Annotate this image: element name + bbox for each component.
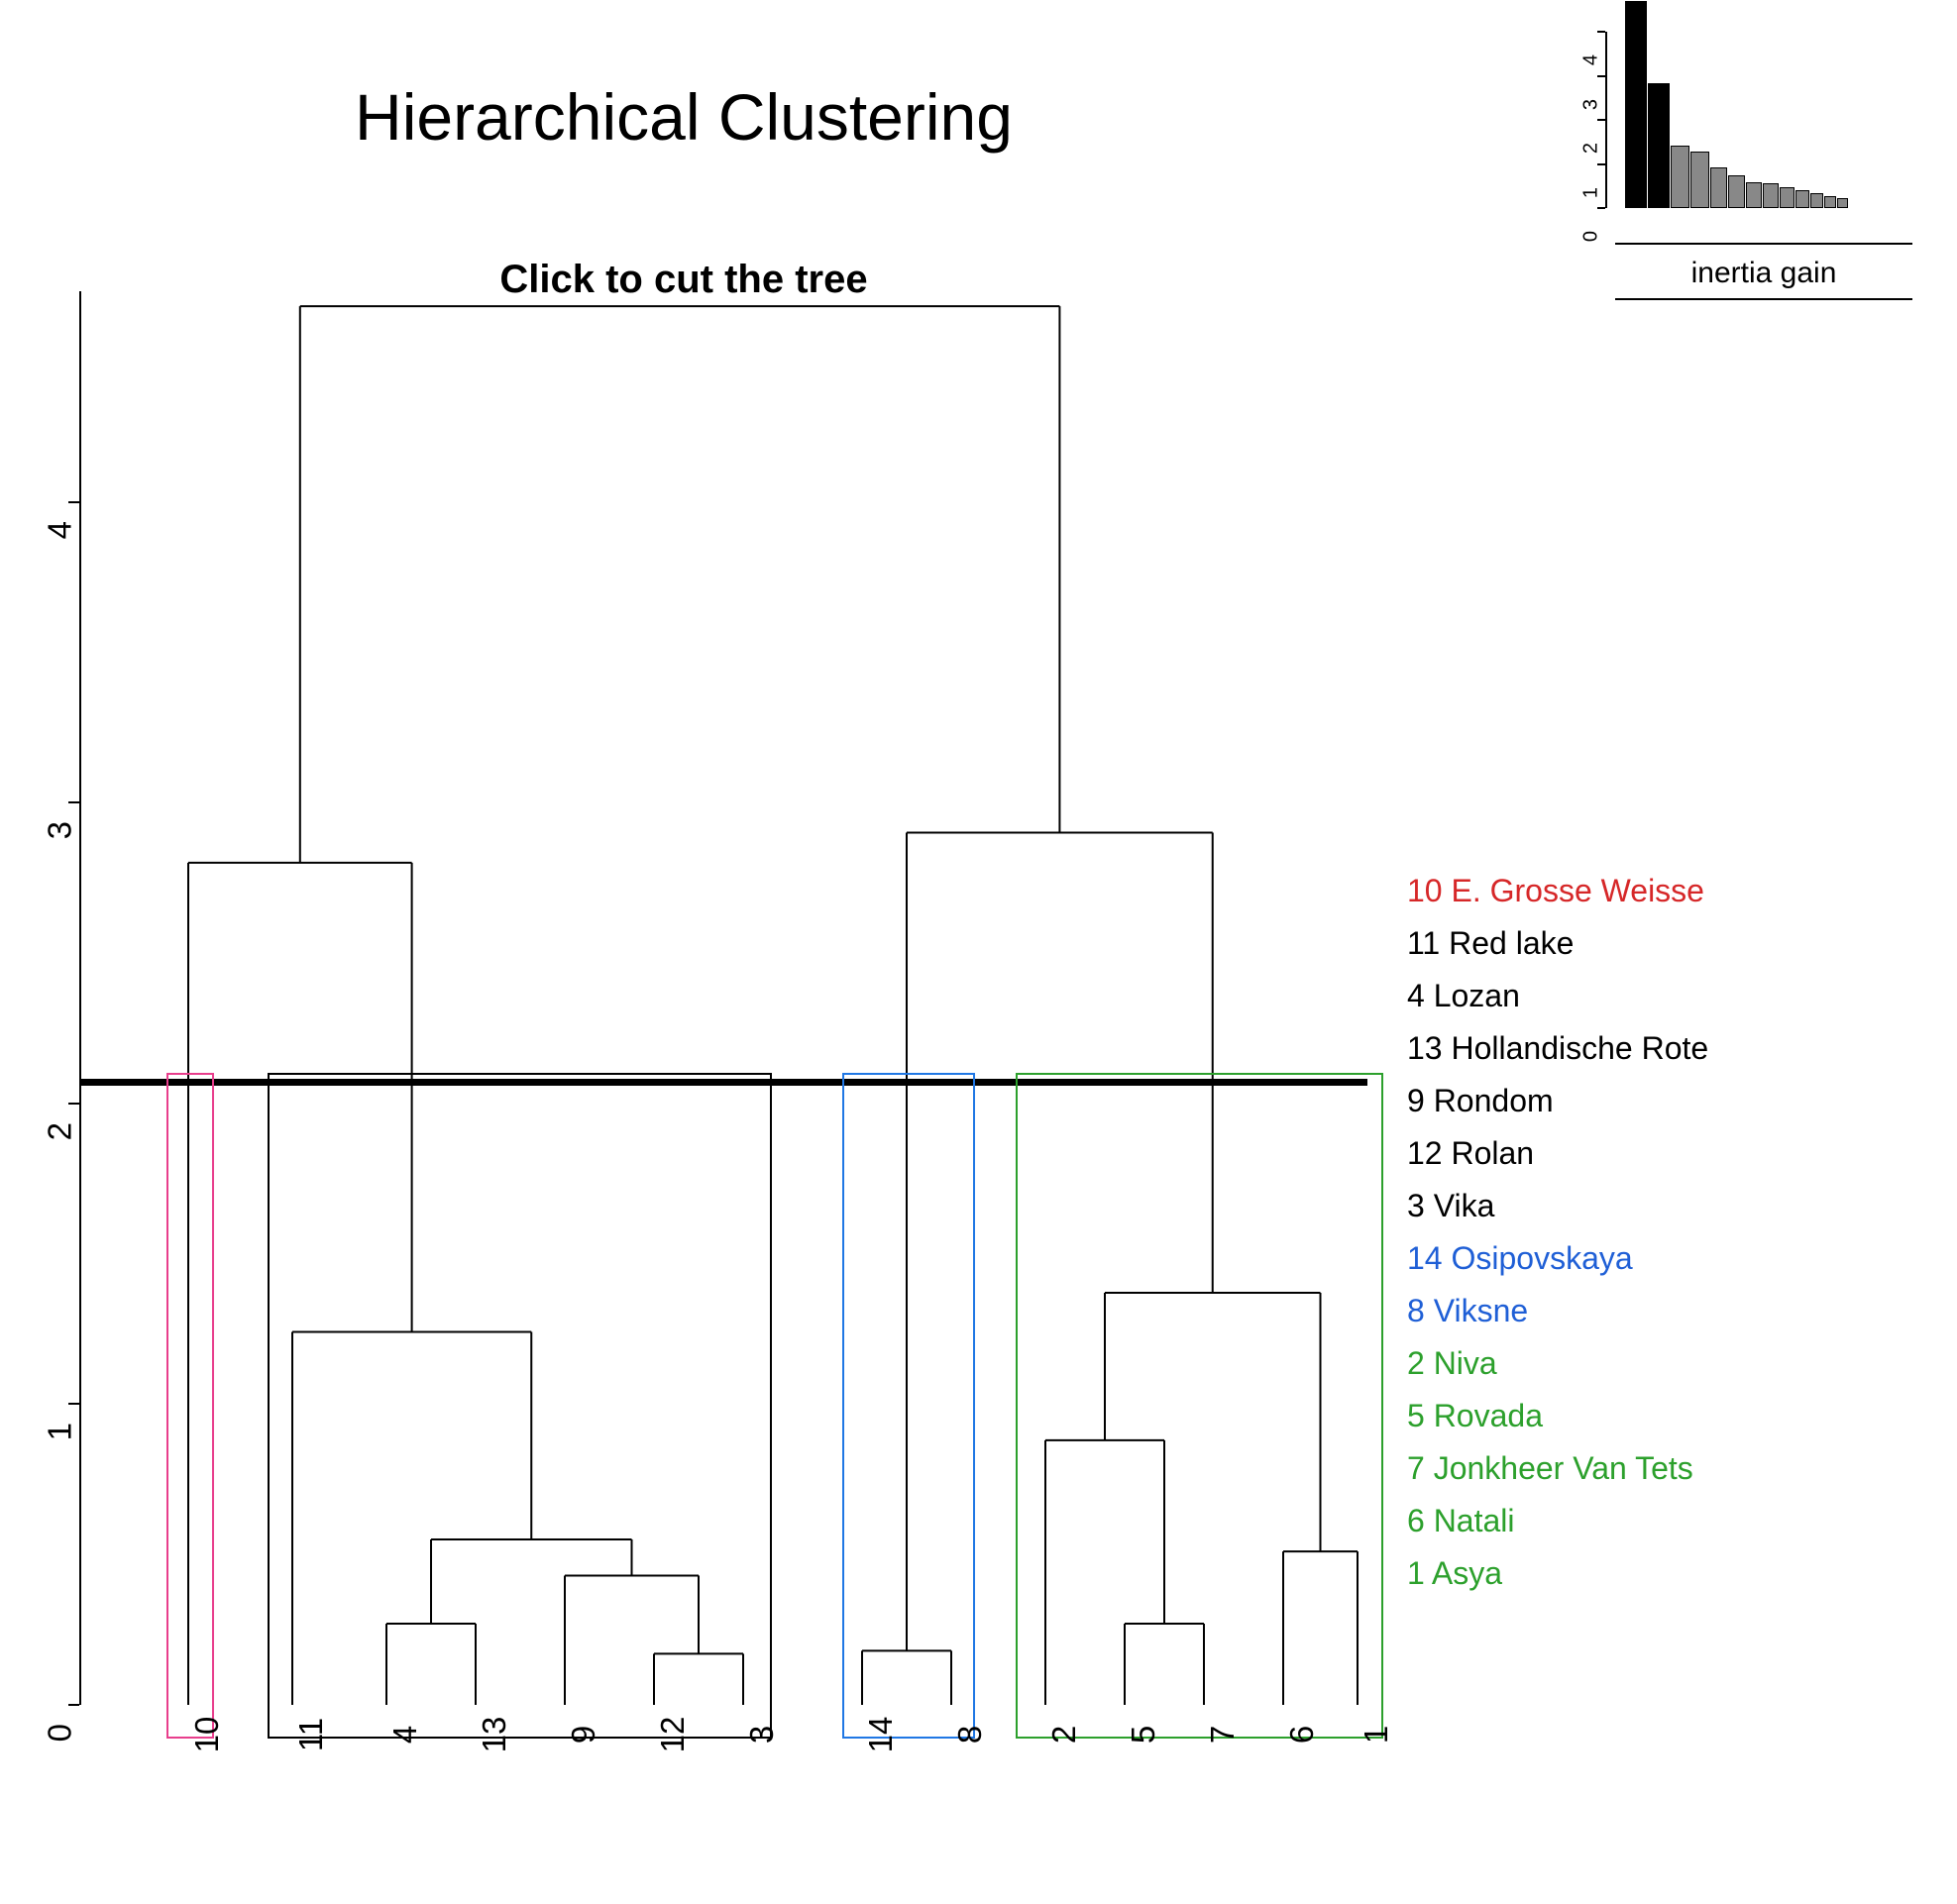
inertia-bar (1746, 182, 1762, 208)
legend-item: 8 Viksne (1407, 1285, 1528, 1337)
y-axis-tick (68, 1103, 79, 1105)
leaf-label: 2 (1045, 1726, 1083, 1744)
inertia-y-tick-label: 0 (1580, 231, 1603, 242)
figure-canvas: Hierarchical Clustering Click to cut the… (0, 0, 1957, 1904)
inertia-bar (1671, 146, 1689, 208)
inertia-y-tick (1597, 119, 1605, 121)
legend-item: 6 Natali (1407, 1495, 1515, 1547)
legend-item: 10 E. Grosse Weisse (1407, 865, 1704, 917)
legend-item: 14 Osipovskaya (1407, 1232, 1633, 1285)
cluster-rect (1016, 1073, 1383, 1739)
legend-item: 11 Red lake (1407, 917, 1574, 970)
legend-item: 1 Asya (1407, 1547, 1502, 1600)
inertia-bar (1780, 187, 1794, 208)
inertia-y-tick-label: 1 (1580, 187, 1603, 198)
inertia-title: inertia gain (1615, 257, 1912, 290)
cluster-rect (842, 1073, 975, 1739)
inertia-y-tick (1597, 207, 1605, 209)
legend-item: 4 Lozan (1407, 970, 1520, 1022)
y-axis-tick (68, 801, 79, 803)
inertia-y-tick (1597, 75, 1605, 77)
inertia-bar (1795, 190, 1809, 208)
leaf-label: 11 (292, 1718, 330, 1751)
legend-item: 7 Jonkheer Van Tets (1407, 1442, 1693, 1495)
inertia-y-tick (1597, 163, 1605, 165)
leaf-label: 7 (1204, 1726, 1242, 1744)
leaf-label: 8 (951, 1726, 989, 1744)
cluster-rect (166, 1073, 214, 1739)
inertia-chart: 01234 (1605, 10, 1922, 208)
dendrogram-plot[interactable]: 012341011413912314825761 (79, 291, 1367, 1705)
inertia-y-tick-label: 2 (1580, 143, 1603, 154)
y-axis-tick-label: 2 (41, 1122, 78, 1140)
inertia-bar (1690, 152, 1709, 208)
inertia-y-tick (1597, 31, 1605, 33)
leaf-label: 13 (476, 1717, 513, 1753)
inertia-bar (1824, 196, 1836, 208)
inertia-title-rule (1615, 243, 1912, 245)
y-axis-tick-label: 3 (41, 821, 78, 839)
inertia-y-tick-label: 4 (1580, 54, 1603, 65)
y-axis-tick (68, 1704, 79, 1706)
y-axis-tick (68, 501, 79, 503)
leaf-label: 1 (1358, 1726, 1395, 1744)
legend-item: 12 Rolan (1407, 1127, 1534, 1180)
inertia-bar (1648, 83, 1670, 208)
legend-item: 9 Rondom (1407, 1075, 1554, 1127)
cluster-rect (268, 1073, 772, 1739)
leaf-label: 12 (654, 1717, 692, 1753)
leaf-label: 5 (1125, 1726, 1162, 1744)
legend-item: 13 Hollandische Rote (1407, 1022, 1708, 1075)
y-axis-tick-label: 4 (41, 521, 78, 539)
inertia-bar (1810, 193, 1823, 208)
legend-item: 2 Niva (1407, 1337, 1497, 1390)
inertia-bar (1625, 1, 1647, 208)
leaf-label: 14 (862, 1717, 900, 1753)
main-title: Hierarchical Clustering (0, 79, 1367, 155)
legend-item: 3 Vika (1407, 1180, 1494, 1232)
y-axis-tick (68, 1403, 79, 1405)
inertia-bar (1710, 167, 1727, 208)
legend-item: 5 Rovada (1407, 1390, 1543, 1442)
leaf-label: 3 (743, 1726, 781, 1744)
y-axis-tick-label: 0 (41, 1724, 78, 1742)
inertia-title-rule (1615, 298, 1912, 300)
inertia-bar (1763, 183, 1779, 208)
leaf-label: 9 (565, 1726, 602, 1744)
inertia-y-axis (1605, 32, 1607, 208)
leaf-label: 6 (1283, 1726, 1321, 1744)
y-axis-tick-label: 1 (41, 1423, 78, 1440)
leaf-label: 4 (386, 1726, 424, 1744)
inertia-bar (1837, 198, 1848, 208)
leaf-label: 10 (188, 1717, 226, 1753)
inertia-bar (1728, 175, 1745, 208)
inertia-y-tick-label: 3 (1580, 99, 1603, 110)
